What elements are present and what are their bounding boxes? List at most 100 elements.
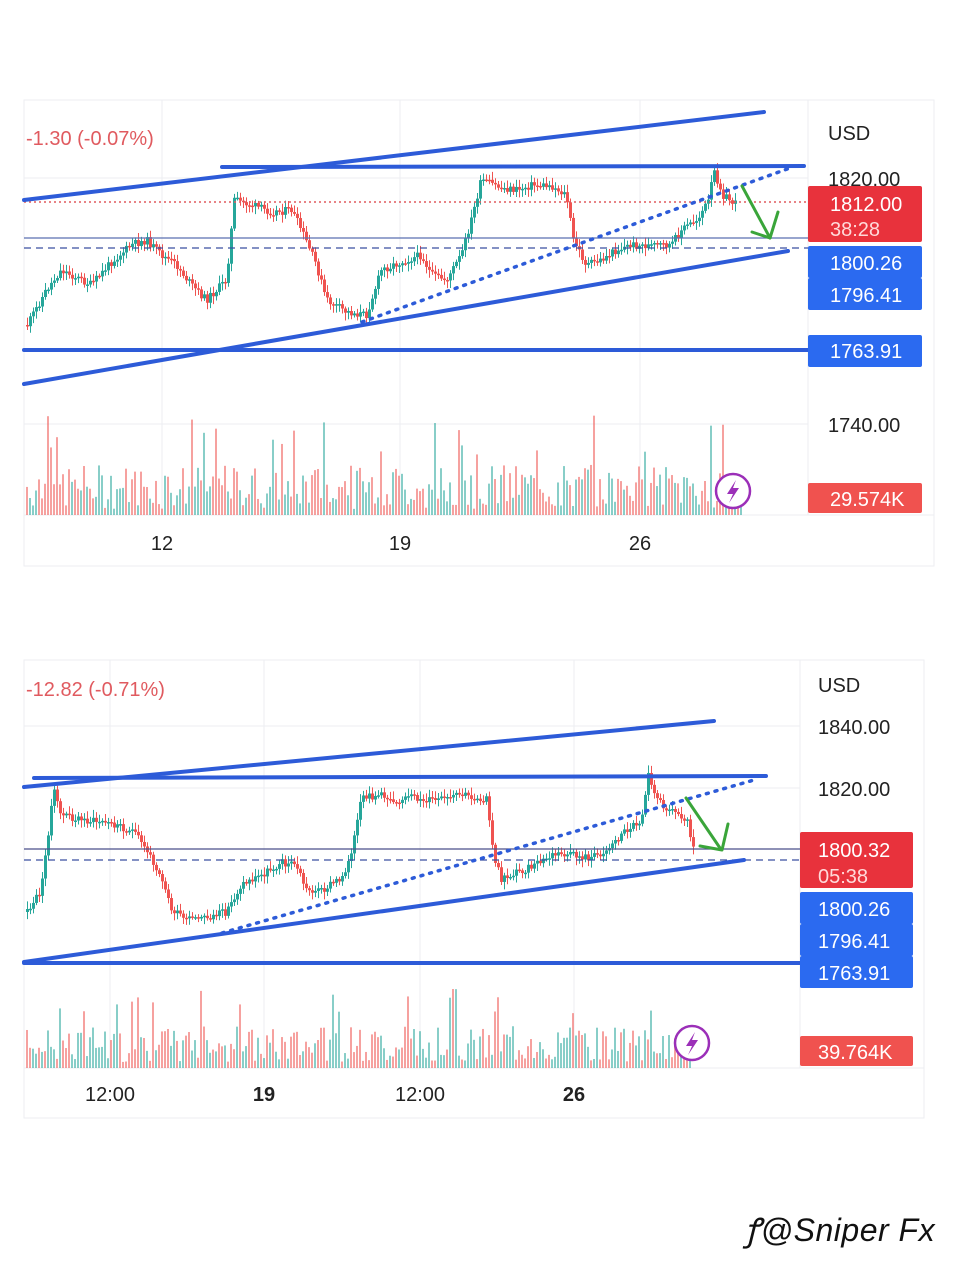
- volume-bar: [320, 498, 322, 515]
- candle-body: [284, 207, 287, 215]
- volume-bar: [518, 494, 520, 515]
- dotted-trend-line: [360, 166, 792, 324]
- candle-body: [95, 275, 98, 282]
- candle-body: [107, 822, 110, 824]
- volume-bar: [68, 1033, 70, 1068]
- volume-bar: [110, 1040, 112, 1068]
- volume-bar: [308, 502, 310, 515]
- candle-body: [65, 271, 68, 274]
- volume-bar: [560, 1043, 562, 1068]
- candle-body: [485, 796, 488, 802]
- candle-body: [665, 243, 668, 248]
- candle-body: [332, 304, 335, 306]
- volume-bar: [254, 468, 256, 515]
- candle-body: [533, 182, 536, 186]
- candle-body: [137, 240, 140, 246]
- volume-bar: [470, 1029, 472, 1068]
- volume-bar: [185, 1035, 187, 1068]
- chart-panel-bottom: -12.82 (-0.71%) USD 1840.00 1820.00 1800…: [0, 650, 971, 1130]
- volume-bar: [440, 1054, 442, 1068]
- candle-body: [41, 878, 44, 896]
- candle-body: [395, 263, 398, 267]
- volume-bar: [146, 1050, 148, 1068]
- candlestick-series: [26, 765, 695, 925]
- volume-bar: [305, 1041, 307, 1068]
- volume-bar: [284, 1041, 286, 1068]
- volume-bar: [212, 1049, 214, 1068]
- candle-body: [482, 179, 485, 182]
- volume-bar: [299, 503, 301, 515]
- currency-label: USD: [818, 675, 860, 697]
- candle-body: [683, 225, 686, 231]
- candle-body: [590, 856, 593, 861]
- candle-body: [200, 289, 203, 299]
- candle-body: [113, 822, 116, 828]
- volume-bar: [461, 1059, 463, 1068]
- candle-body: [503, 875, 506, 882]
- candle-body: [500, 187, 503, 190]
- volume-bar: [230, 498, 232, 515]
- volume-bar: [83, 466, 85, 515]
- volume-bar: [74, 479, 76, 515]
- candle-body: [377, 795, 380, 797]
- volume-bar: [365, 1051, 367, 1068]
- candle-body: [125, 831, 128, 833]
- volume-bar: [227, 1061, 229, 1068]
- candle-body: [299, 868, 302, 873]
- volume-bar: [731, 506, 733, 515]
- volume-bar: [497, 503, 499, 515]
- candle-body: [596, 853, 599, 855]
- volume-bar: [296, 493, 298, 515]
- chart-panel-top: -1.30 (-0.07%) USD 1820.00 1740.00 1812.…: [0, 0, 971, 580]
- volume-bar: [92, 1027, 94, 1068]
- volume-bar: [182, 468, 184, 515]
- candle-body: [140, 835, 143, 842]
- candle-body: [398, 802, 401, 805]
- candle-body: [314, 890, 317, 893]
- resistance-line: [32, 774, 768, 780]
- lightning-icon[interactable]: [673, 1024, 711, 1062]
- candle-body: [635, 242, 638, 249]
- candle-body: [413, 794, 416, 796]
- candle-body: [677, 811, 680, 815]
- volume-bar: [674, 1038, 676, 1068]
- candle-body: [35, 894, 38, 903]
- price-tag-1796: 1796.41: [800, 924, 913, 956]
- price-tag-1796: 1796.41: [808, 278, 922, 310]
- candle-body: [119, 255, 122, 260]
- candle-body: [506, 875, 509, 878]
- candle-body: [50, 282, 53, 290]
- candle-body: [251, 879, 254, 882]
- volume-bar: [380, 1035, 382, 1068]
- volume-bar: [125, 1061, 127, 1068]
- candle-body: [398, 265, 401, 267]
- candle-body: [536, 185, 539, 188]
- candle-body: [527, 864, 530, 873]
- candle-body: [269, 868, 272, 871]
- volume-bar: [62, 1040, 64, 1068]
- volume-bar: [704, 480, 706, 515]
- volume-bar: [278, 499, 280, 515]
- candle-body: [359, 801, 362, 820]
- resistance-line: [220, 164, 806, 169]
- candle-body: [437, 798, 440, 800]
- candle-body: [176, 910, 179, 914]
- volume-bar: [608, 1059, 610, 1068]
- volume-bar: [287, 481, 289, 515]
- x-tick-label: 12:00: [395, 1084, 445, 1106]
- candle-body: [383, 267, 386, 271]
- x-tick-label: 26: [629, 533, 651, 555]
- volume-bar: [647, 1039, 649, 1068]
- y-tick-label: 1820.00: [818, 779, 890, 801]
- volume-bar: [245, 497, 247, 515]
- chart-svg-bottom: -12.82 (-0.71%) USD 1840.00 1820.00 1800…: [22, 659, 925, 1119]
- candle-body: [218, 283, 221, 292]
- candle-body: [110, 822, 113, 824]
- candle-body: [725, 194, 728, 199]
- lightning-icon[interactable]: [714, 472, 752, 510]
- candle-body: [281, 859, 284, 865]
- volume-bar: [632, 1030, 634, 1068]
- candle-body: [368, 309, 371, 319]
- candle-body: [188, 916, 191, 919]
- volume-bar: [71, 481, 73, 515]
